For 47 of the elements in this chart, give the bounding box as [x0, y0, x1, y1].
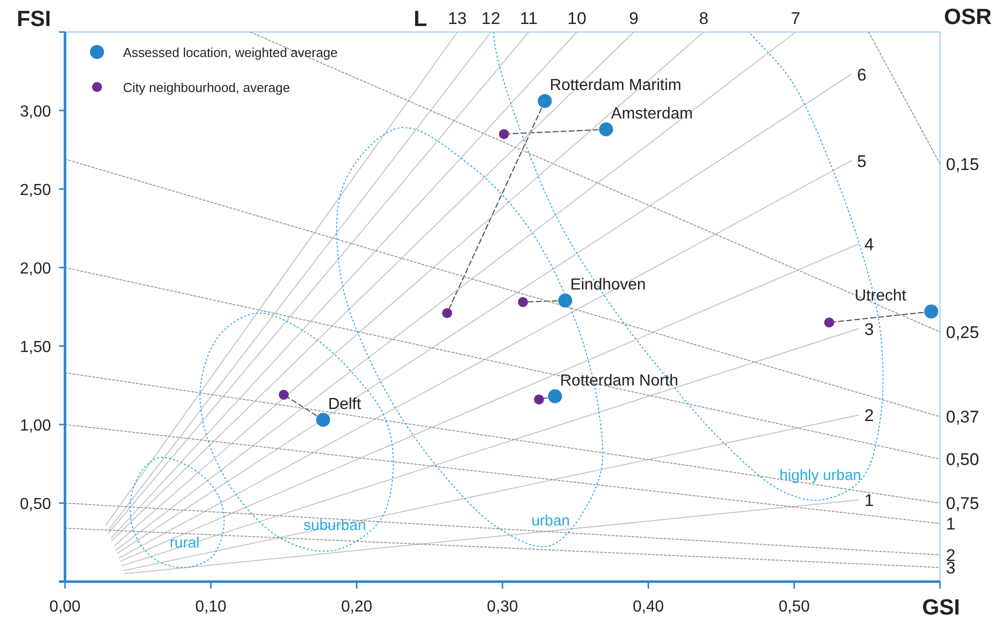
- series-label: 2: [864, 406, 874, 426]
- y-tick-label: 1,50: [20, 339, 52, 356]
- series-label: 5: [857, 152, 867, 171]
- series-label: 12: [481, 9, 500, 28]
- annotation: urban: [531, 512, 570, 530]
- annotation: rural: [170, 534, 200, 552]
- series-label: 1: [864, 490, 874, 510]
- annotation: Eindhoven: [570, 276, 646, 294]
- series-label: 4: [864, 234, 874, 254]
- x-axis-title: GSI: [922, 594, 960, 620]
- x-tick-label: 0,00: [49, 598, 81, 616]
- x-tick-label: 0,10: [195, 598, 227, 616]
- x-tick-label: 0,50: [778, 598, 810, 616]
- y2-axis-title: OSR: [944, 4, 992, 29]
- series-label: 13: [448, 9, 467, 28]
- y-tick-label: 0,50: [20, 496, 52, 514]
- series-label: 6: [857, 65, 867, 84]
- series-label: 3: [864, 320, 874, 339]
- series-label: 0,25: [946, 322, 980, 342]
- series-label: 11: [520, 9, 538, 28]
- x-tick-label: 0,40: [632, 598, 664, 616]
- series-label: 9: [629, 9, 638, 28]
- series-label: 1: [946, 514, 956, 534]
- x-tick-label: 0,20: [341, 598, 372, 616]
- annotation: highly urban: [780, 466, 862, 484]
- y-tick-label: 2,00: [20, 260, 52, 278]
- series-label: 0,75: [946, 494, 980, 514]
- series-label: 0,37: [946, 408, 980, 427]
- series-label: 7: [790, 9, 800, 28]
- annotation: Rotterdam North: [560, 372, 678, 390]
- annotation: Delft: [328, 396, 362, 413]
- y-tick-label: 1,00: [20, 418, 52, 435]
- y-axis-title: FSI: [16, 6, 51, 31]
- y-tick-label: 3,00: [20, 104, 52, 121]
- series-label: 10: [567, 9, 586, 28]
- x-tick-label: 0,30: [486, 598, 518, 616]
- annotation: suburban: [304, 517, 366, 534]
- series-label: 8: [699, 9, 708, 28]
- legend-label: City neighbourhood, average: [123, 80, 290, 95]
- series-label: 0,50: [946, 450, 980, 470]
- series-label: 0,15: [946, 154, 980, 174]
- annotation: Amsterdam: [611, 105, 693, 122]
- text: L: [414, 6, 428, 31]
- legend-label: Assessed location, weighted average: [123, 45, 338, 60]
- y-tick-label: 2,50: [20, 182, 52, 200]
- annotation: Utrecht: [854, 288, 907, 305]
- annotation: Rotterdam Maritim: [550, 77, 682, 94]
